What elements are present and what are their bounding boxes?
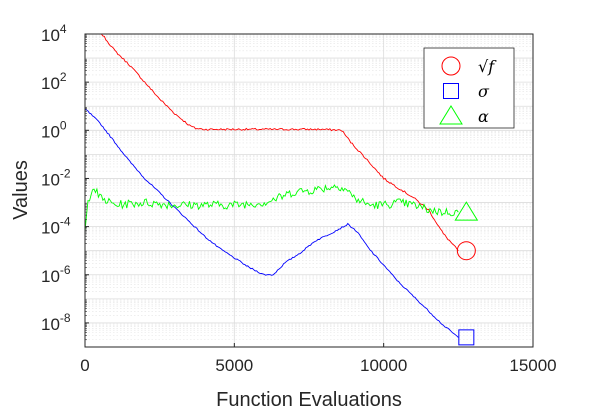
plot-frame	[84, 33, 534, 348]
series-end-marker	[456, 241, 476, 261]
series-lines	[84, 33, 479, 346]
grid	[84, 33, 534, 348]
legend-marker	[439, 105, 463, 125]
y-tick-label: 10-8	[41, 311, 71, 334]
x-tick-label: 0	[80, 356, 89, 375]
x-tick-label: 10000	[360, 356, 407, 375]
y-tick-label: 100	[41, 118, 67, 141]
y-tick-label: 10-6	[41, 263, 71, 286]
legend-marker	[441, 56, 461, 76]
y-tick-label: 104	[41, 22, 67, 45]
legend-marker	[443, 83, 459, 99]
legend-label: σ	[478, 82, 490, 101]
legend-label: √f	[478, 57, 497, 76]
y-axis-label: Values	[10, 160, 32, 220]
series-end-marker	[454, 201, 479, 221]
y-tick-label: 10-2	[41, 166, 71, 189]
series-end-marker	[458, 329, 475, 346]
y-tick-label: 10-4	[41, 215, 71, 238]
ticks: 0 5000 10000 15000 104 102 100 10-2 10-4 10-6 10-8	[41, 22, 557, 375]
series-line	[84, 108, 459, 338]
legend-label: α	[478, 107, 489, 126]
legend: √f σα	[423, 47, 515, 129]
x-tick-label: 15000	[509, 356, 556, 375]
legend-box	[423, 47, 515, 129]
x-tick-label: 5000	[215, 356, 253, 375]
y-tick-label: 102	[41, 70, 67, 93]
x-axis-label: Function Evaluations	[216, 389, 402, 411]
series-line	[85, 33, 459, 251]
series-line	[84, 184, 459, 232]
